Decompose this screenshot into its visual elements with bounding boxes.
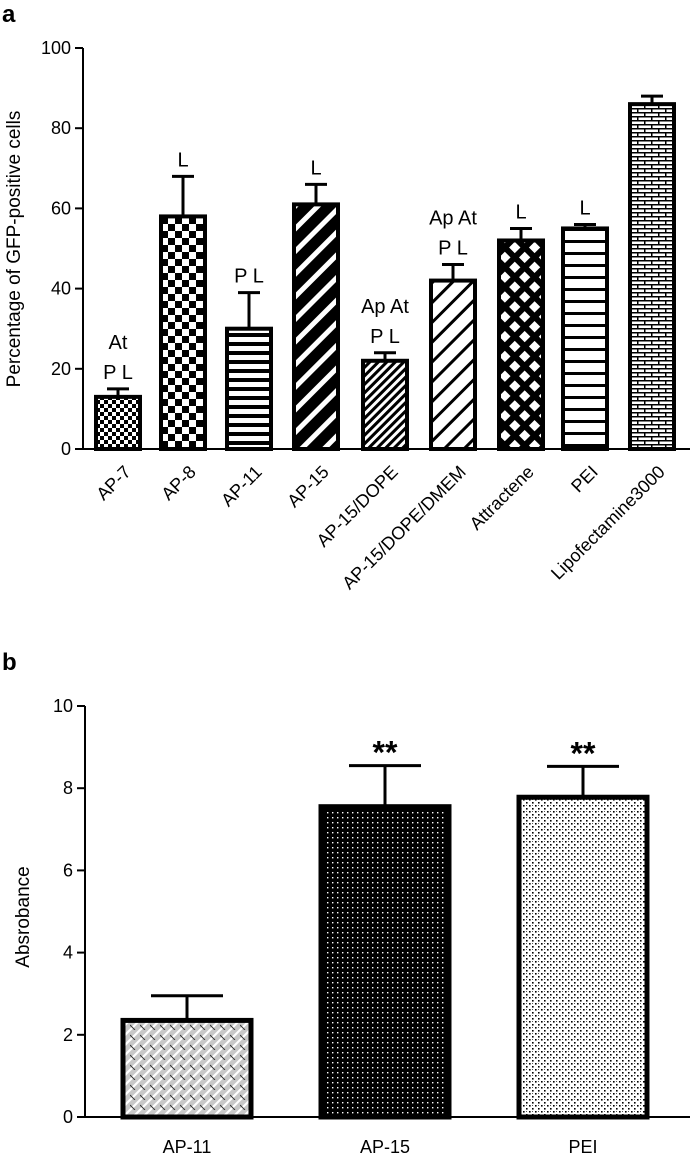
panel-b-category-label: PEI <box>568 1137 597 1157</box>
panel-a-bar <box>159 214 207 451</box>
panel-a-bar <box>497 238 545 451</box>
panel-a-bar <box>429 278 477 451</box>
panel-a-bar <box>361 358 409 451</box>
panel-a-chart: a Percentage of GFP-positive cells 0 20 40… <box>2 1 690 593</box>
panel-a-letter: a <box>2 1 16 28</box>
panel-a-bar <box>225 326 273 452</box>
panel-b-y-tick-label: 2 <box>63 1025 73 1045</box>
panel-b-bar <box>120 1017 254 1120</box>
panel-b-bar <box>516 794 650 1120</box>
panel-a-y-tick-label: 100 <box>41 38 71 58</box>
panel-a-bar <box>94 394 142 451</box>
panel-b-y-tick-label: 4 <box>63 943 73 963</box>
panel-b-y-tick-label: 0 <box>63 1107 73 1127</box>
panel-b-y-tick-label: 10 <box>53 696 73 716</box>
panel-a-category-label: AP-11 <box>217 462 266 511</box>
panel-a-significance-label: L <box>515 201 526 223</box>
panel-a-category-label: AP-7 <box>92 462 134 504</box>
panel-a-category-label: Lipofectamine3000 <box>547 462 669 584</box>
panel-b-y-axis-label: Absrobance <box>13 866 34 967</box>
panel-a-significance-label: L <box>579 197 590 219</box>
panel-a-y-tick-label: 40 <box>51 279 71 299</box>
panel-a-significance-label: L <box>177 149 188 171</box>
panel-a-y-tick-label: 20 <box>51 359 71 379</box>
panel-a-significance-label: P L <box>370 326 400 348</box>
panel-b-category-label: AP-15 <box>360 1137 410 1157</box>
panel-b-significance-label: ** <box>373 735 398 771</box>
panel-b-bar <box>318 804 452 1120</box>
panel-a-significance-label: P L <box>438 238 468 260</box>
panel-a-y-axis-label: Percentage of GFP-positive cells <box>4 111 25 388</box>
panel-a-category-label: PEI <box>567 462 602 497</box>
panel-a-significance-label: Ap At <box>429 208 477 230</box>
panel-b-letter: b <box>2 649 17 676</box>
panel-a-category-label: AP-8 <box>157 462 199 504</box>
panel-a-significance-label: Ap At <box>361 296 409 318</box>
panel-b-y-tick-label: 8 <box>63 778 73 798</box>
panel-a-significance-label: L <box>310 157 321 179</box>
panel-a-category-label: AP-15/DOPE/DMEM <box>338 462 470 594</box>
panel-a-y-tick-label: 60 <box>51 198 71 218</box>
panel-b-y-tick-label: 6 <box>63 860 73 880</box>
panel-a-significance-label: At <box>109 332 128 354</box>
panel-a-y-tick-label: 80 <box>51 118 71 138</box>
panel-b-chart: b Absrobance 0 2 4 6 8 10 AP-11 ** AP-15 ** PEI <box>2 649 690 1157</box>
panel-a-significance-label: P L <box>103 362 133 384</box>
panel-b-category-label: AP-11 <box>163 1137 212 1157</box>
panel-a-significance-label: P L <box>234 266 264 288</box>
panel-a-bar <box>292 202 340 451</box>
panel-a-y-tick-label: 0 <box>61 439 71 459</box>
panel-a-bar <box>628 102 676 451</box>
panel-a-category-label: AP-15 <box>283 462 333 512</box>
panel-a-bar <box>561 226 609 451</box>
panel-b-significance-label: ** <box>571 735 596 771</box>
panel-a-category-label: Attractene <box>466 462 538 534</box>
